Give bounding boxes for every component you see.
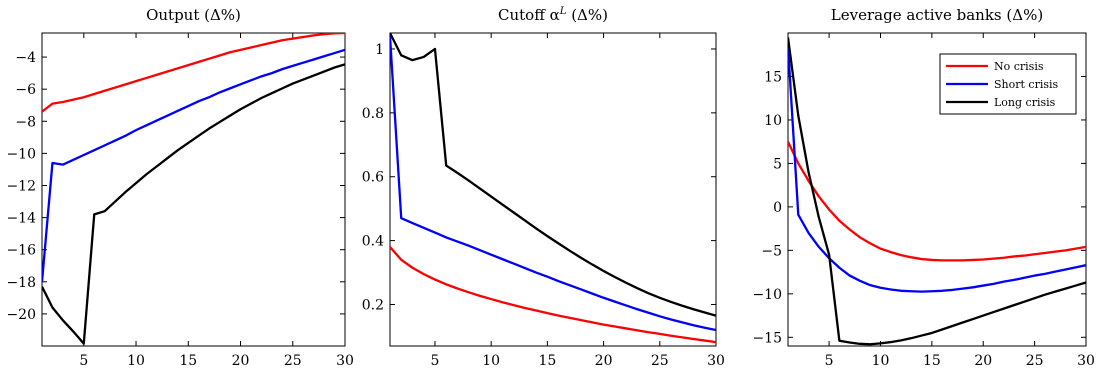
x-tick-label: 30 — [336, 353, 354, 369]
x-tick-label: 15 — [538, 353, 556, 369]
x-tick-label: 10 — [872, 353, 890, 369]
y-tick-label: 0.2 — [362, 297, 384, 313]
y-tick-label: 0 — [773, 200, 782, 216]
legend: No crisis Short crisis Long crisis — [939, 53, 1077, 115]
y-tick-label: −8 — [15, 114, 36, 130]
legend-label: Short crisis — [994, 78, 1059, 91]
y-tick-label: −12 — [6, 178, 36, 194]
series-line-no-crisis — [390, 246, 716, 344]
chart-title-main: Cutoff α — [498, 6, 560, 24]
x-tick-label: 25 — [284, 353, 302, 369]
chart-title: Leverage active banks (Δ%) — [831, 6, 1043, 24]
y-tick-label: −16 — [6, 243, 36, 259]
chart-panel-1: Output (Δ%) 5 10 15 20 25 30 −20 −18 −16 −14 −12 −10… — [6, 6, 353, 369]
y-tick-label: −18 — [6, 275, 36, 291]
y-tick-label: −15 — [752, 330, 782, 346]
x-tick-label: 30 — [707, 353, 725, 369]
y-tick-label: 0.4 — [362, 234, 384, 250]
x-tick-label: 10 — [127, 353, 145, 369]
chart-title: Cutoff αL (Δ%) — [498, 6, 608, 24]
y-tick-label: 0.6 — [362, 170, 384, 186]
legend-label: Long crisis — [994, 96, 1056, 109]
x-tick-label: 15 — [179, 353, 197, 369]
chart-panel-2: Cutoff αL (Δ%) 5 10 15 20 25 30 0.2 0.4 0.6 0.8 1 — [362, 6, 725, 369]
x-tick-label: 25 — [1026, 353, 1044, 369]
plot-area — [389, 32, 717, 347]
y-tick-label: 0.8 — [362, 106, 384, 122]
plot-area — [41, 32, 346, 347]
y-tick-label: −6 — [15, 82, 36, 98]
x-tick-label: 30 — [1077, 353, 1095, 369]
x-tick-label: 5 — [825, 353, 834, 369]
x-tick-label: 20 — [974, 353, 992, 369]
x-tick-label: 15 — [923, 353, 941, 369]
y-tick-label: −4 — [15, 50, 36, 66]
x-tick-label: 10 — [482, 353, 500, 369]
chart-panel-3: Leverage active banks (Δ%) 5 10 15 20 25 30 −15… — [752, 6, 1094, 369]
x-tick-label: 5 — [79, 353, 88, 369]
series-line-long-crisis — [390, 33, 716, 317]
x-tick-label: 20 — [232, 353, 250, 369]
series-line-no-crisis — [788, 141, 1086, 262]
y-tick-label: −20 — [6, 307, 36, 323]
series-line-no-crisis — [42, 33, 345, 113]
series-line-short-crisis — [390, 36, 716, 332]
y-tick-label: −14 — [6, 211, 36, 227]
x-tick-label: 20 — [595, 353, 613, 369]
chart-title-tail: (Δ%) — [566, 6, 608, 24]
legend-label: No crisis — [994, 60, 1044, 73]
y-tick-label: 1 — [375, 42, 384, 58]
y-tick-label: −10 — [752, 287, 782, 303]
y-tick-label: 15 — [764, 69, 782, 85]
x-tick-label: 5 — [431, 353, 440, 369]
y-tick-label: −10 — [6, 146, 36, 162]
series-line-short-crisis — [42, 48, 345, 282]
y-tick-label: −5 — [761, 243, 782, 259]
chart-title-superscript: L — [559, 6, 567, 17]
x-tick-label: 25 — [651, 353, 669, 369]
chart-title: Output (Δ%) — [146, 6, 241, 24]
y-tick-label: 10 — [764, 113, 782, 129]
series-line-short-crisis — [788, 45, 1086, 293]
series-line-long-crisis — [788, 37, 1086, 346]
y-tick-label: 5 — [773, 156, 782, 172]
series-line-long-crisis — [42, 63, 345, 345]
